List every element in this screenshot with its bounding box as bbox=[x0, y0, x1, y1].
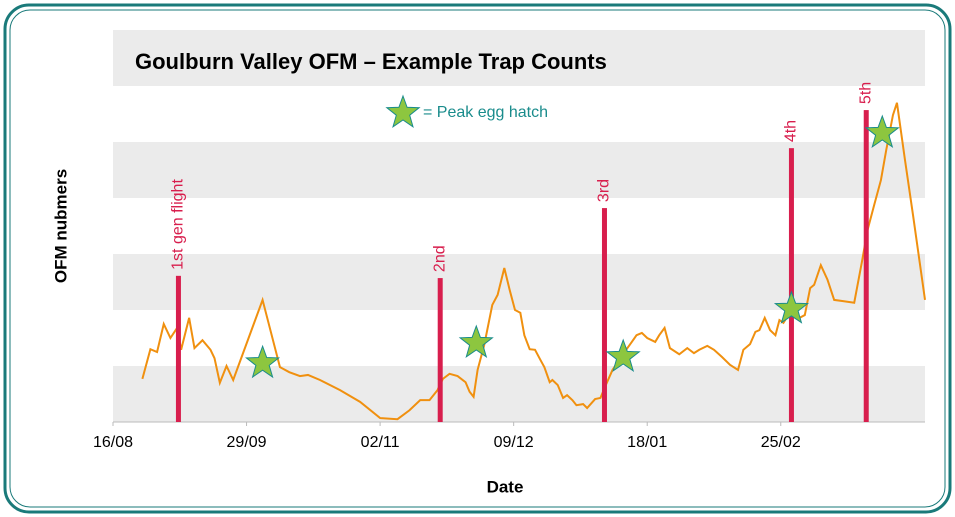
peak-star bbox=[864, 114, 900, 148]
frame-inner bbox=[9, 9, 946, 508]
x-tick-label: 16/08 bbox=[93, 434, 133, 451]
flight-label: 1st gen flight bbox=[170, 179, 187, 270]
grid-band bbox=[113, 30, 925, 86]
flight-bar bbox=[863, 110, 869, 422]
flight-bar bbox=[175, 275, 181, 422]
legend-star bbox=[385, 94, 421, 128]
peak-star bbox=[773, 290, 809, 324]
x-tick-label: 18/01 bbox=[627, 434, 667, 451]
flight-label: 3rd bbox=[596, 179, 613, 202]
x-tick-label: 29/09 bbox=[227, 434, 267, 451]
flight-label: 4th bbox=[783, 120, 800, 142]
y-axis-label: OFM nubmers bbox=[51, 169, 70, 283]
flight-bar bbox=[788, 148, 794, 422]
x-tick-label: 09/12 bbox=[494, 434, 534, 451]
legend-label: = Peak egg hatch bbox=[423, 104, 548, 121]
grid-band bbox=[113, 142, 925, 198]
peak-star bbox=[458, 324, 494, 358]
flight-bar bbox=[601, 208, 607, 422]
peak-star bbox=[605, 338, 641, 372]
flight-label: 2nd bbox=[431, 245, 448, 272]
x-axis-label: Date bbox=[487, 477, 524, 496]
x-tick-label: 02/11 bbox=[361, 434, 400, 451]
grid-band bbox=[113, 254, 925, 310]
flight-label: 5th bbox=[857, 82, 874, 104]
peak-star bbox=[245, 344, 281, 379]
chart-title: Goulburn Valley OFM – Example Trap Count… bbox=[135, 49, 607, 74]
flight-bar bbox=[437, 278, 443, 422]
x-tick-label: 25/02 bbox=[761, 434, 801, 451]
